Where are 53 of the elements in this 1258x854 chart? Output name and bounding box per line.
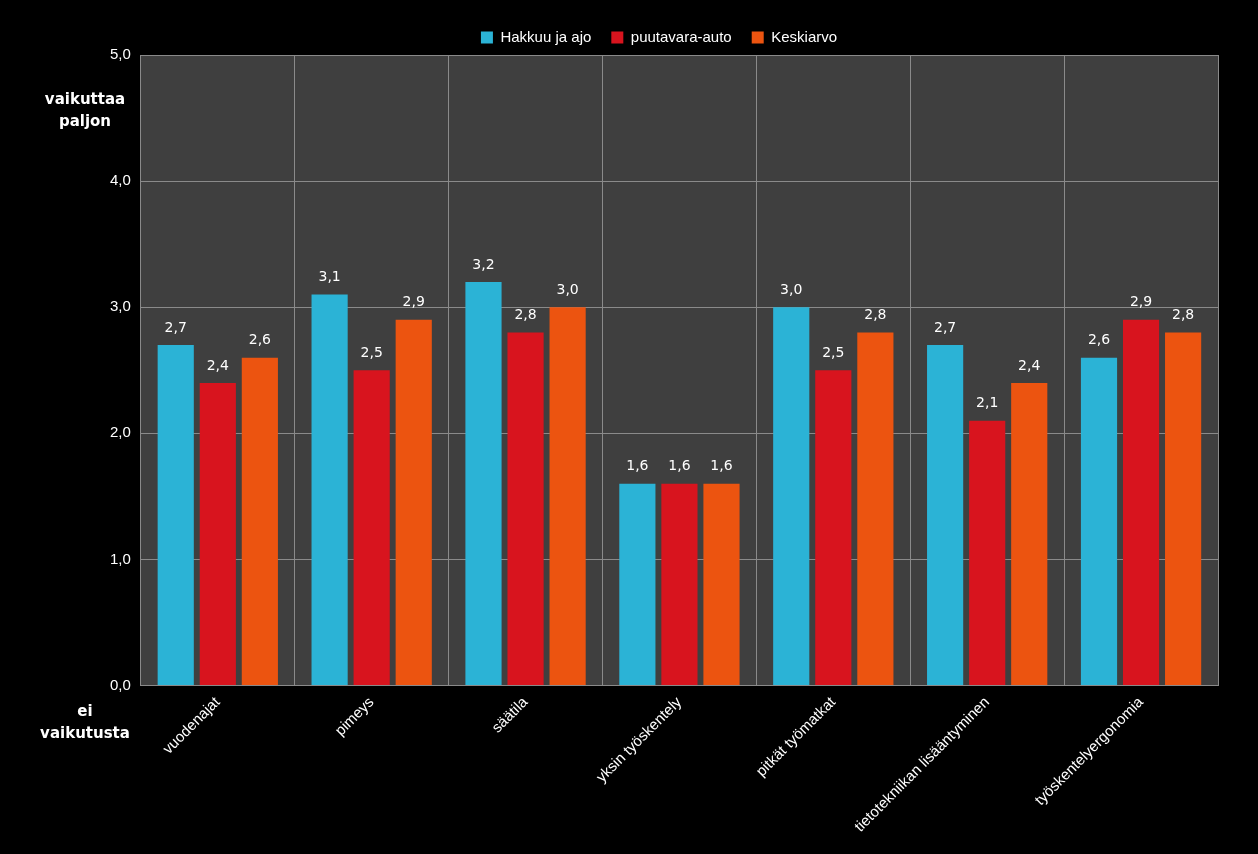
- bar: [927, 345, 964, 686]
- data-label: 3,0: [556, 280, 579, 297]
- legend-label: Keskiarvo: [771, 27, 838, 45]
- data-label: 1,6: [626, 457, 649, 474]
- data-label: 3,2: [472, 255, 495, 272]
- bar: [395, 319, 432, 686]
- y-tick-label: 4,0: [109, 171, 131, 189]
- y-tick-label: 3,0: [109, 297, 131, 315]
- bar: [507, 332, 544, 686]
- data-label: 2,7: [933, 318, 957, 335]
- legend-label: puutavara-auto: [630, 27, 732, 45]
- data-label: 2,5: [360, 343, 383, 360]
- bar: [1122, 319, 1160, 686]
- legend-label: Hakkuu ja ajo: [500, 27, 592, 45]
- data-label: 3,0: [780, 280, 803, 297]
- bar: [703, 483, 740, 686]
- bar: [969, 420, 1006, 686]
- y-tick-label: 5,0: [109, 45, 131, 63]
- data-label: 2,5: [822, 343, 845, 360]
- bar: [1165, 332, 1202, 686]
- data-label: 1,6: [710, 457, 733, 474]
- data-label: 2,8: [514, 306, 537, 323]
- bar: [157, 345, 194, 686]
- data-label: 1,6: [668, 457, 691, 474]
- data-label: 2,6: [1087, 331, 1111, 348]
- data-label: 2,4: [206, 356, 230, 373]
- bar: [661, 483, 698, 686]
- bar: [241, 357, 278, 686]
- bar: [857, 332, 894, 686]
- data-label: 2,9: [402, 293, 425, 310]
- data-label: 2,8: [1171, 306, 1195, 323]
- data-label: 2,8: [864, 306, 887, 323]
- bar: [353, 370, 390, 686]
- text: ei vaikutusta: [39, 701, 131, 744]
- bar: [1080, 357, 1118, 686]
- data-label: 2,1: [976, 394, 999, 411]
- data-label: 2,4: [1018, 356, 1041, 373]
- data-label: 2,6: [248, 331, 272, 348]
- y-tick-label: 0,0: [109, 675, 131, 693]
- bar: [1011, 382, 1048, 686]
- data-label: 2,9: [1129, 293, 1153, 310]
- bar: [773, 307, 810, 686]
- data-label: 3,1: [318, 268, 341, 285]
- y-tick-label: 1,0: [109, 549, 131, 567]
- bar: [199, 382, 236, 686]
- text: vaikuttaa paljon: [43, 89, 127, 132]
- y-tick-label: 2,0: [109, 423, 131, 441]
- bar: [465, 282, 502, 686]
- data-label: 2,7: [164, 318, 187, 335]
- bar: [619, 483, 656, 686]
- bar: [311, 294, 348, 686]
- bar: [549, 307, 586, 686]
- bar: [815, 370, 852, 686]
